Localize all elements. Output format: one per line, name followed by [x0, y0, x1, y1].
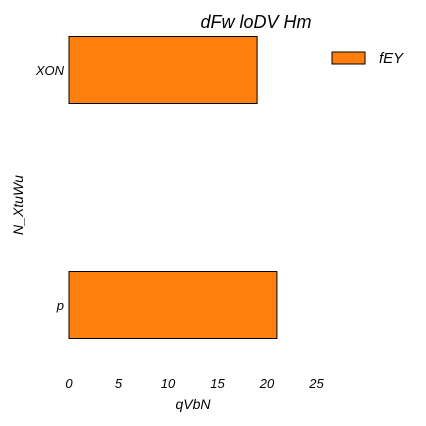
bars-group — [68, 36, 278, 339]
y-tick-label: p — [56, 298, 64, 313]
legend-swatch — [331, 51, 366, 65]
y-tick-label: XON — [35, 63, 65, 78]
x-tick-labels: 0 5 10 15 20 25 — [65, 376, 324, 391]
x-tick-label: 0 — [65, 376, 73, 391]
x-tick-label: 20 — [259, 376, 275, 391]
y-axis-label: N_XtuWu — [10, 175, 26, 235]
y-tick-labels: XON p — [35, 63, 65, 313]
legend-label: fEY — [379, 50, 404, 67]
x-axis-label: qVbN — [175, 396, 211, 412]
x-tick-label: 25 — [308, 376, 324, 391]
bar-0 — [68, 36, 258, 104]
legend: fEY — [331, 50, 404, 67]
chart-title: dFw loDV Hm — [200, 12, 311, 32]
x-tick-label: 5 — [115, 376, 123, 391]
bar-1 — [68, 271, 278, 339]
x-tick-label: 15 — [210, 376, 225, 391]
x-tick-label: 10 — [161, 376, 176, 391]
